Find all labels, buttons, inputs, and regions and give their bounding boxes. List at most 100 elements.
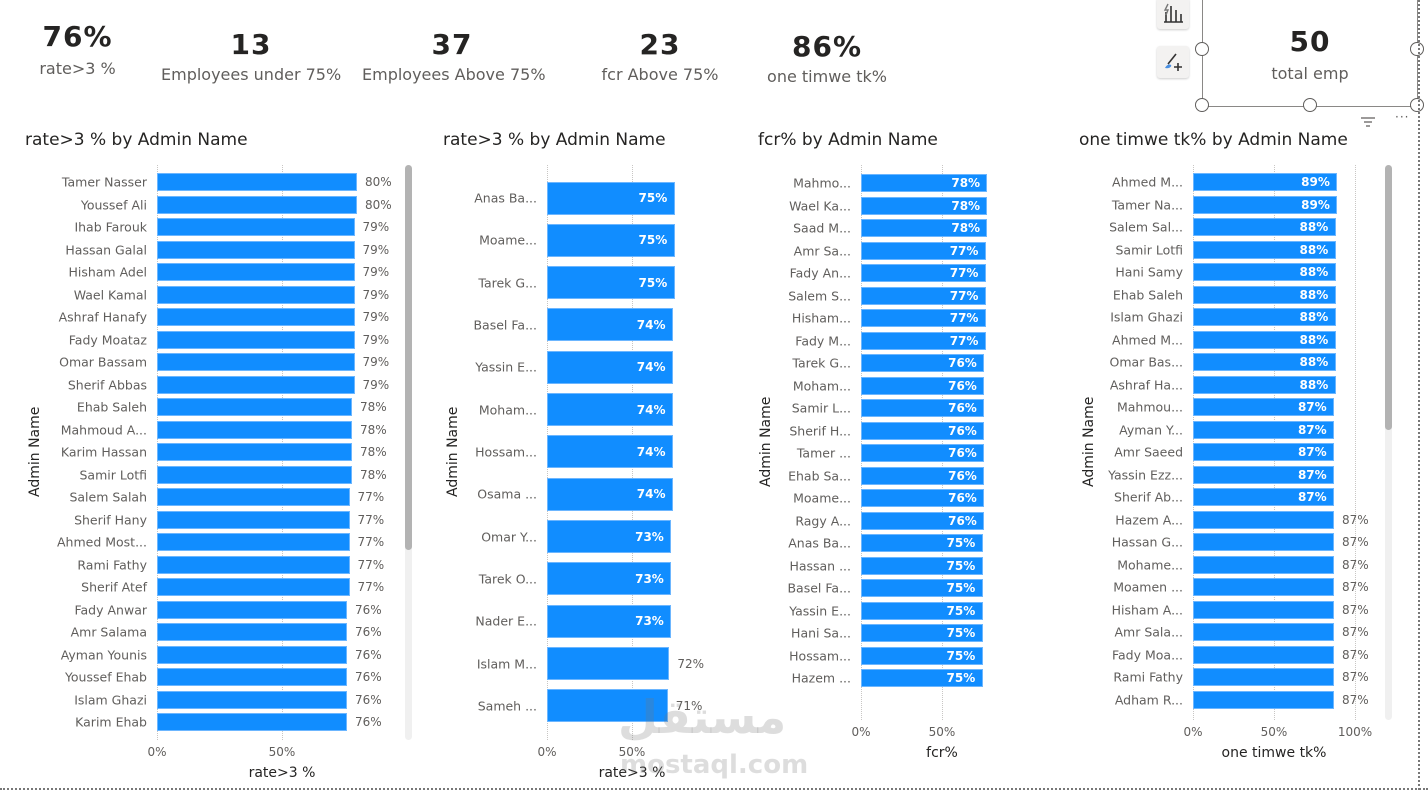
category-label[interactable]: Islam Ghazi bbox=[1110, 309, 1183, 325]
category-label[interactable]: Hassan G... bbox=[1111, 534, 1183, 550]
category-label[interactable]: Ayman Younis bbox=[60, 647, 147, 662]
scrollbar-thumb[interactable] bbox=[405, 165, 412, 550]
bar[interactable] bbox=[861, 376, 985, 395]
category-label[interactable]: Tarek G... bbox=[792, 355, 851, 371]
category-label[interactable]: Omar Y... bbox=[481, 529, 537, 545]
bar[interactable] bbox=[1193, 240, 1336, 259]
category-label[interactable]: Ayman Y... bbox=[1119, 422, 1183, 438]
bar[interactable] bbox=[861, 196, 988, 215]
category-label[interactable]: Tamer ... bbox=[796, 445, 851, 461]
bar[interactable] bbox=[1193, 690, 1334, 709]
bar[interactable] bbox=[1193, 533, 1334, 552]
bar[interactable] bbox=[157, 420, 352, 439]
scrollbar-thumb[interactable] bbox=[1385, 165, 1392, 430]
category-label[interactable]: Moame... bbox=[793, 490, 851, 506]
category-label[interactable]: Amr Saeed bbox=[1114, 444, 1183, 460]
resize-handle[interactable] bbox=[1410, 42, 1424, 56]
smart-narrative-button[interactable] bbox=[1157, 0, 1189, 29]
category-label[interactable]: Samir Lotfi bbox=[1115, 242, 1183, 258]
bar[interactable] bbox=[157, 330, 355, 349]
bar[interactable] bbox=[1193, 285, 1336, 304]
bar[interactable] bbox=[1193, 218, 1336, 237]
category-label[interactable]: Tarek G... bbox=[478, 275, 537, 291]
bar[interactable] bbox=[861, 534, 983, 552]
bar[interactable] bbox=[547, 181, 675, 215]
bar[interactable] bbox=[157, 195, 357, 214]
category-label[interactable]: Salem S... bbox=[788, 288, 851, 303]
bar[interactable] bbox=[157, 240, 355, 259]
category-label[interactable]: Yassin E... bbox=[789, 603, 851, 618]
bar[interactable] bbox=[1193, 308, 1336, 327]
bar[interactable] bbox=[861, 624, 983, 642]
bar[interactable] bbox=[547, 435, 673, 469]
category-label[interactable]: Islam M... bbox=[476, 656, 537, 672]
category-label[interactable]: Moham... bbox=[478, 402, 537, 418]
bar[interactable] bbox=[157, 218, 355, 236]
category-label[interactable]: Sherif H... bbox=[789, 423, 851, 438]
bar[interactable] bbox=[1193, 173, 1338, 191]
category-label[interactable]: Ehab Saleh bbox=[1112, 287, 1183, 303]
bar[interactable] bbox=[157, 600, 347, 619]
total-emp-card[interactable]: 50 total emp bbox=[1202, 0, 1418, 107]
category-label[interactable]: Sherif Hany bbox=[74, 512, 147, 527]
resize-handle[interactable] bbox=[1195, 98, 1209, 112]
bar[interactable] bbox=[861, 219, 988, 237]
category-label[interactable]: Salem Sal... bbox=[1109, 219, 1183, 235]
category-label[interactable]: Moham... bbox=[792, 378, 851, 393]
category-label[interactable]: Sherif Abbas bbox=[67, 377, 147, 392]
category-label[interactable]: Amr Salama bbox=[70, 624, 147, 640]
category-label[interactable]: Hisham A... bbox=[1111, 602, 1183, 618]
kpi-rate-card[interactable]: 76% rate>3 % bbox=[20, 20, 135, 78]
bar[interactable] bbox=[547, 223, 675, 257]
category-label[interactable]: Basel Fa... bbox=[787, 580, 851, 596]
bar[interactable] bbox=[157, 645, 347, 664]
bar[interactable] bbox=[157, 533, 350, 551]
bar[interactable] bbox=[861, 354, 985, 372]
category-label[interactable]: Fady Moataz bbox=[68, 332, 147, 347]
category-label[interactable]: Moamen ... bbox=[1113, 579, 1183, 595]
bar[interactable] bbox=[1193, 398, 1334, 417]
bar[interactable] bbox=[861, 241, 986, 260]
category-label[interactable]: Ahmed M... bbox=[1112, 332, 1183, 348]
bar[interactable] bbox=[157, 690, 347, 709]
bar[interactable] bbox=[1193, 195, 1338, 214]
category-label[interactable]: Hazem A... bbox=[1115, 512, 1183, 528]
bar[interactable] bbox=[1193, 623, 1334, 642]
category-label[interactable]: Wael Ka... bbox=[789, 198, 851, 213]
bar[interactable] bbox=[1193, 353, 1336, 372]
bar[interactable] bbox=[861, 421, 985, 440]
category-label[interactable]: Hossam... bbox=[475, 444, 537, 460]
category-label[interactable]: Tamer Nasser bbox=[61, 174, 147, 190]
bar[interactable] bbox=[157, 353, 355, 371]
bar[interactable] bbox=[861, 669, 983, 687]
bar[interactable] bbox=[1193, 600, 1334, 619]
bar[interactable] bbox=[157, 555, 350, 574]
category-label[interactable]: Salem Salah bbox=[69, 489, 147, 505]
bar[interactable] bbox=[547, 689, 668, 723]
category-label[interactable]: Anas Ba... bbox=[788, 535, 851, 551]
bar[interactable] bbox=[1193, 330, 1336, 349]
category-label[interactable]: Ragy A... bbox=[795, 513, 851, 528]
category-label[interactable]: Karim Ehab bbox=[75, 714, 147, 730]
bar[interactable] bbox=[157, 488, 350, 506]
category-label[interactable]: Mahmoud A... bbox=[60, 422, 147, 437]
bar[interactable] bbox=[1193, 668, 1334, 687]
bar[interactable] bbox=[861, 264, 986, 282]
bar[interactable] bbox=[1193, 263, 1336, 282]
bar[interactable] bbox=[861, 489, 985, 507]
bar[interactable] bbox=[861, 511, 985, 530]
filter-icon[interactable] bbox=[1360, 113, 1376, 132]
bar[interactable] bbox=[1193, 555, 1334, 574]
category-label[interactable]: Mohame... bbox=[1117, 557, 1183, 573]
category-label[interactable]: Hani Samy bbox=[1115, 264, 1183, 280]
bar[interactable] bbox=[157, 713, 347, 731]
bar[interactable] bbox=[547, 520, 672, 554]
bar[interactable] bbox=[861, 331, 986, 350]
bar[interactable] bbox=[1193, 645, 1334, 664]
bar[interactable] bbox=[157, 578, 350, 596]
category-label[interactable]: Adham R... bbox=[1114, 692, 1183, 708]
category-label[interactable]: Fady Moa... bbox=[1111, 647, 1183, 663]
bar[interactable] bbox=[547, 477, 673, 511]
bar[interactable] bbox=[861, 646, 983, 665]
category-label[interactable]: Karim Hassan bbox=[60, 444, 147, 460]
